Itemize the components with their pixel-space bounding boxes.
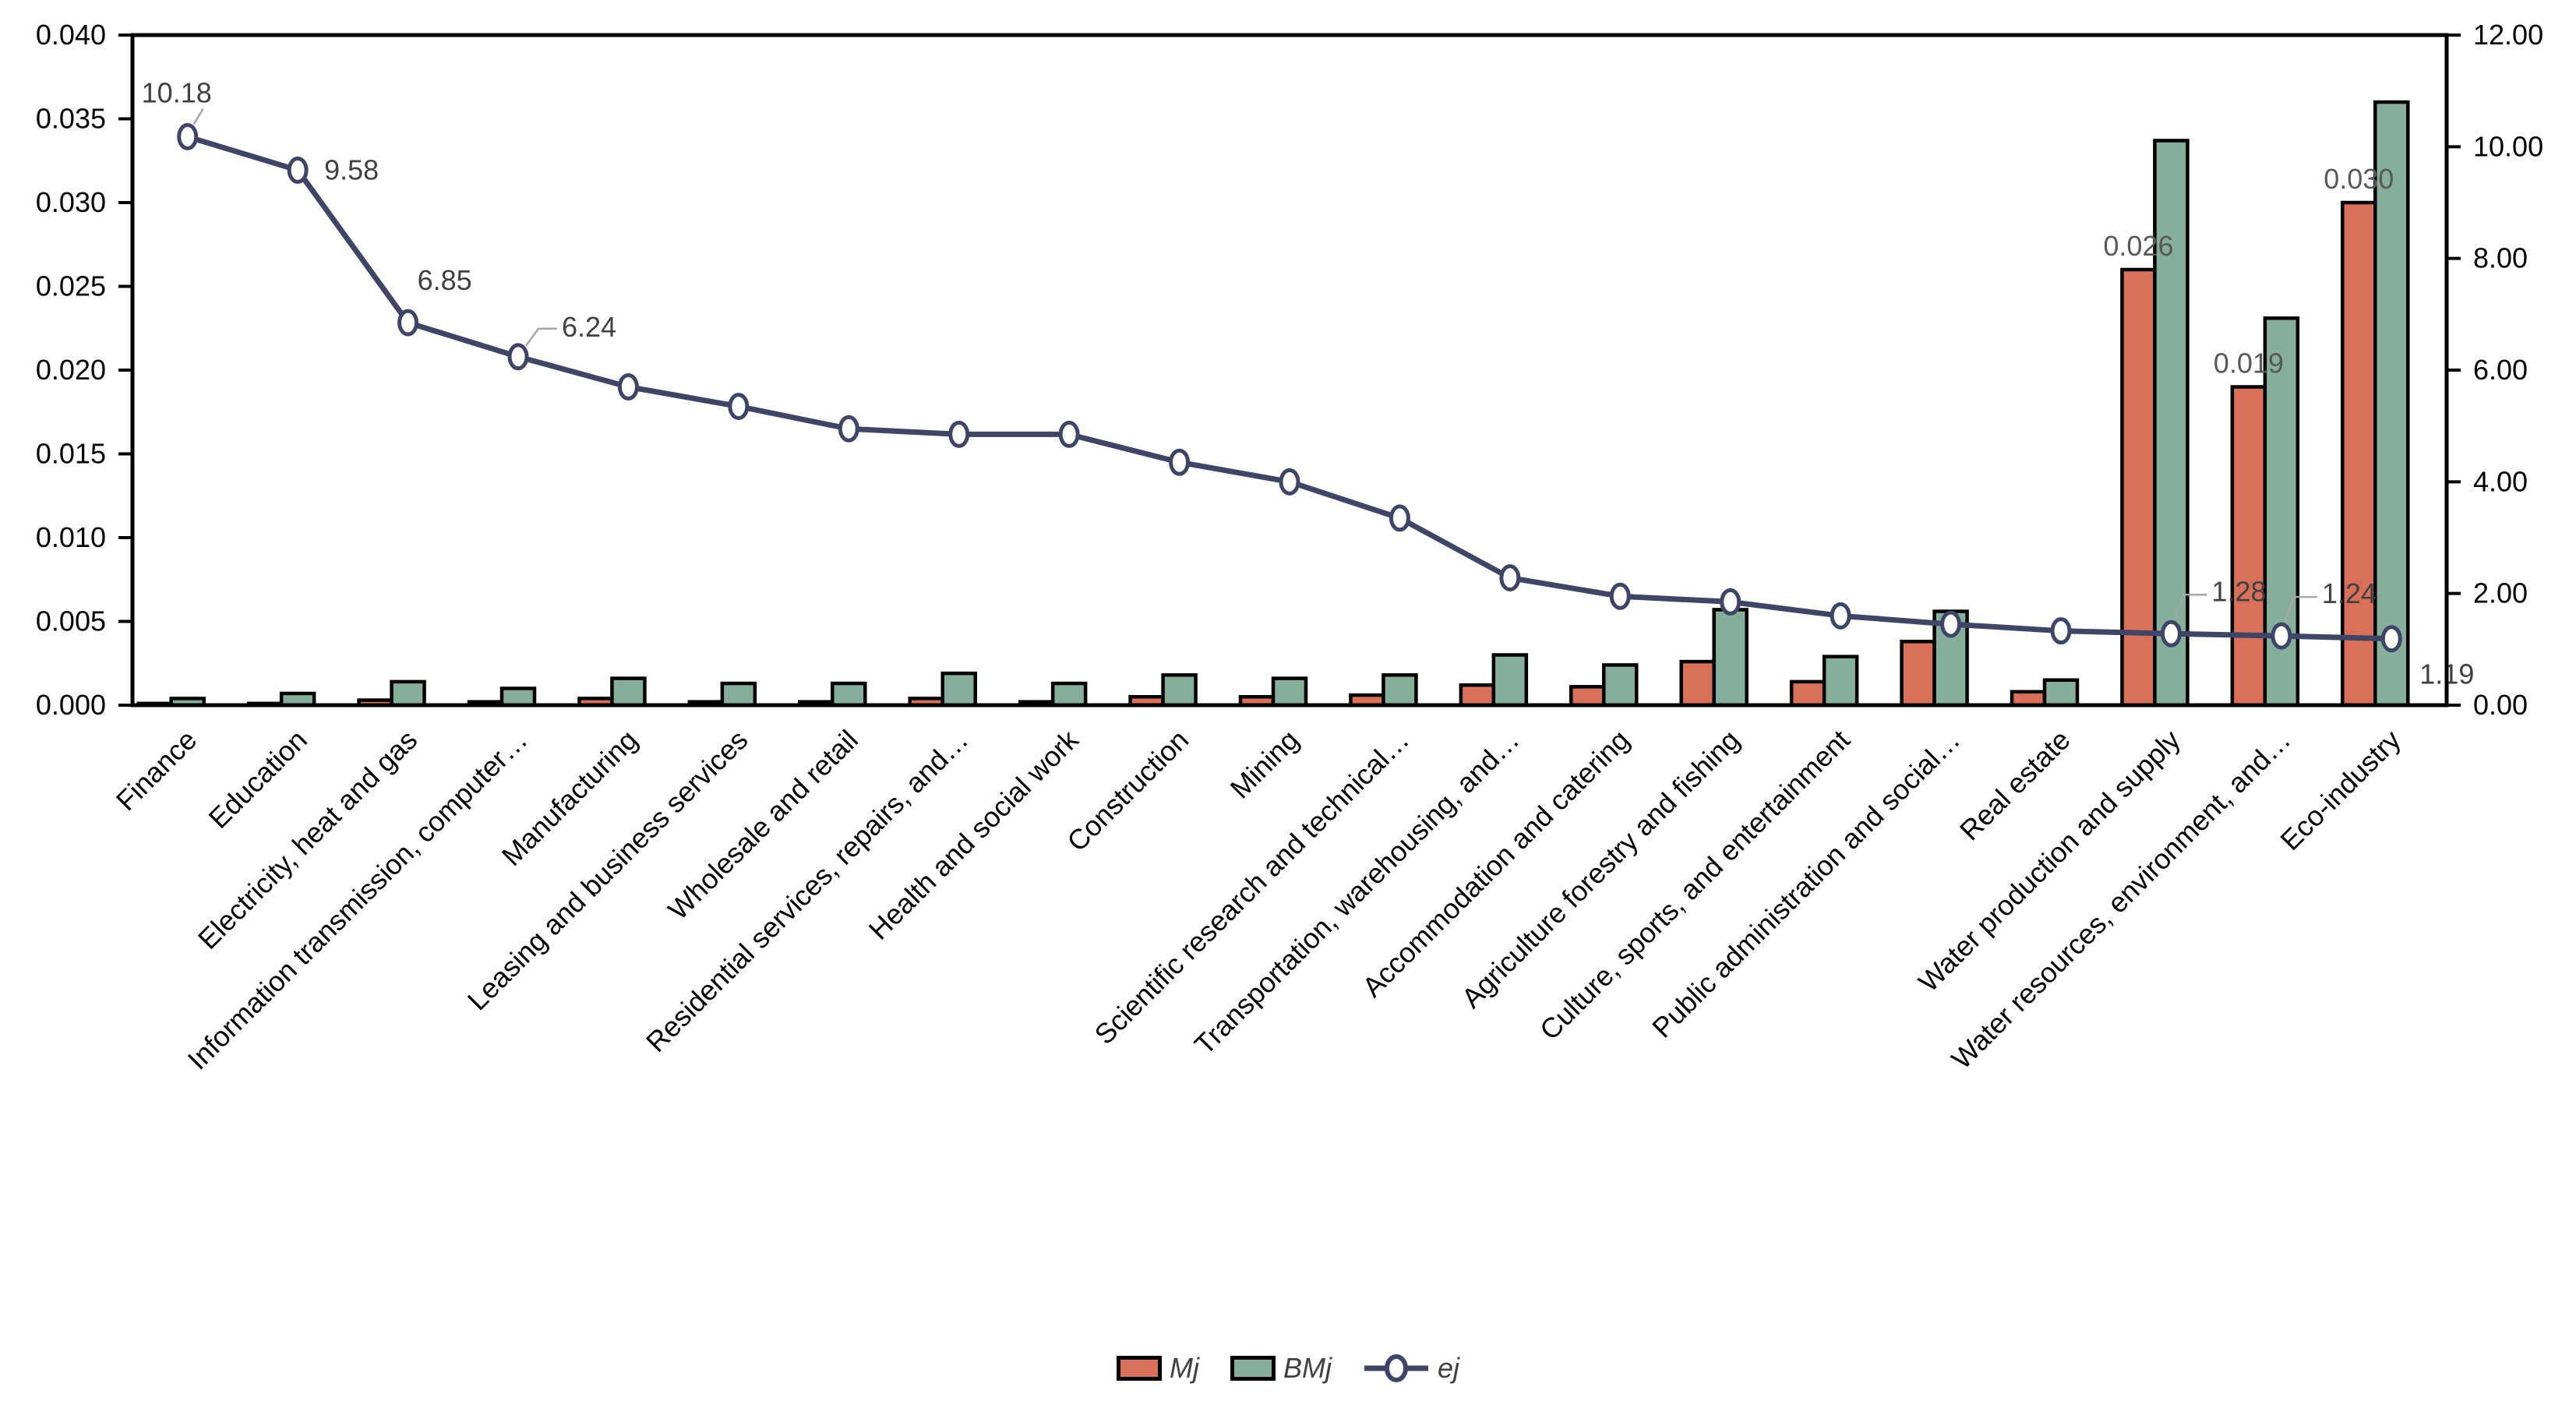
x-axis-label: Education (203, 724, 313, 835)
ej-point-label: 6.24 (562, 311, 616, 343)
y-axis-tick-label: 0.020 (36, 354, 106, 386)
bar-Mj (1789, 679, 1826, 708)
ej-line-marker-icon (1364, 1354, 1428, 1382)
plot-border (130, 33, 2449, 708)
y-axis-tick-label: 0.030 (36, 186, 106, 218)
bar-BMj (499, 686, 537, 708)
label-leader-line (2173, 594, 2207, 620)
ej-marker (1169, 448, 1191, 476)
bar-Mj (2120, 267, 2157, 708)
ej-marker (2380, 625, 2402, 653)
x-axis-label: Finance (110, 724, 203, 817)
bar-Mj (2230, 385, 2267, 708)
y-axis-tick-label: 0.035 (36, 103, 106, 135)
ej-point-label: 9.58 (324, 154, 379, 185)
bmj-bar-swatch-icon (1230, 1356, 1276, 1381)
bar-BMj (2373, 100, 2410, 708)
bar-Mj (1459, 683, 1496, 708)
ej-marker (2271, 622, 2292, 650)
ej-point-label: 6.85 (418, 264, 472, 296)
legend-label-ej: ej (1437, 1352, 1460, 1384)
ej-marker (1279, 468, 1300, 496)
bar-BMj (1382, 673, 1418, 708)
mj-bar-label: 0.030 (2324, 163, 2394, 195)
bar-BMj (610, 676, 647, 708)
y2-axis-tick-label: 8.00 (2473, 242, 2528, 274)
mj-bar-label: 0.019 (2214, 348, 2284, 379)
y2-axis-tick-label: 4.00 (2473, 465, 2528, 497)
ej-marker (838, 415, 859, 443)
ej-marker (507, 343, 529, 371)
y2-axis-tick-label: 10.00 (2473, 130, 2543, 162)
ej-marker (617, 373, 639, 401)
bar-BMj (1050, 681, 1088, 708)
legend-item-mj: Mj (1116, 1352, 1199, 1384)
bar-BMj (1602, 663, 1639, 708)
bar-Mj (1679, 659, 1716, 708)
y-axis-tick-label: 0.005 (36, 605, 106, 637)
bar-BMj (1491, 653, 1529, 708)
ej-marker (177, 122, 199, 150)
bar-BMj (2042, 678, 2080, 708)
bar-BMj (720, 681, 757, 708)
ej-marker (2160, 619, 2182, 648)
y2-axis-tick-label: 12.00 (2473, 19, 2543, 51)
y-axis-tick-label: 0.025 (36, 270, 106, 302)
bar-BMj (1161, 673, 1198, 708)
y-axis-tick-label: 0.000 (36, 689, 106, 721)
x-axis-label: Mining (1224, 724, 1305, 805)
label-leader-line (2283, 595, 2317, 623)
ej-marker (287, 156, 309, 184)
legend-item-ej: ej (1363, 1353, 1459, 1384)
y2-axis-tick-label: 2.00 (2473, 577, 2528, 609)
label-leader-line (192, 108, 204, 125)
legend-label-mj: Mj (1169, 1352, 1199, 1384)
ej-point-label: 1.28 (2211, 575, 2266, 607)
bar-BMj (1822, 655, 1859, 708)
ej-marker (1499, 564, 1521, 592)
ej-point-label: 1.24 (2322, 577, 2377, 609)
label-leader-line (524, 327, 557, 347)
bar-Mj (2010, 690, 2047, 708)
mj-bar-label: 0.026 (2103, 230, 2173, 262)
bar-BMj (1271, 676, 1308, 708)
ej-marker (397, 309, 419, 337)
bar-Mj (1569, 685, 1606, 708)
ej-marker (1058, 420, 1080, 448)
bar-BMj (390, 679, 426, 708)
x-axis-label: Real estate (1953, 724, 2077, 847)
ej-line (186, 134, 2392, 642)
chart-legend: Mj BMj ej (0, 1353, 2576, 1384)
y-axis-tick-label: 0.015 (36, 438, 106, 470)
ej-marker (1940, 610, 1962, 638)
bar-Mj (2341, 200, 2377, 708)
y-axis-tick-label: 0.040 (36, 19, 106, 51)
ej-point-label: 10.18 (142, 76, 212, 108)
y2-axis-tick-label: 0.00 (2473, 689, 2528, 721)
ej-marker (728, 393, 750, 421)
ej-marker (1830, 602, 1851, 630)
legend-label-bmj: BMj (1283, 1352, 1332, 1384)
legend-item-bmj: BMj (1230, 1354, 1332, 1382)
ej-marker (2050, 617, 2072, 645)
bar-BMj (831, 681, 867, 708)
ej-marker (948, 420, 970, 448)
bar-BMj (940, 671, 977, 708)
x-axis-label: Electricity, heat and gas (192, 724, 423, 955)
bar-Mj (1900, 640, 1936, 708)
ej-marker (1720, 588, 1741, 616)
bar-BMj (1712, 608, 1749, 708)
y2-axis-tick-label: 6.00 (2473, 354, 2528, 386)
ej-marker (1609, 582, 1631, 610)
mj-bar-swatch-icon (1116, 1356, 1162, 1381)
x-axis-label: Health and social work (863, 723, 1085, 946)
x-axis-label: Wholesale and retail (662, 724, 864, 926)
ej-marker (1389, 504, 1410, 532)
bar-BMj (2153, 139, 2190, 708)
y-axis-tick-label: 0.010 (36, 521, 106, 553)
